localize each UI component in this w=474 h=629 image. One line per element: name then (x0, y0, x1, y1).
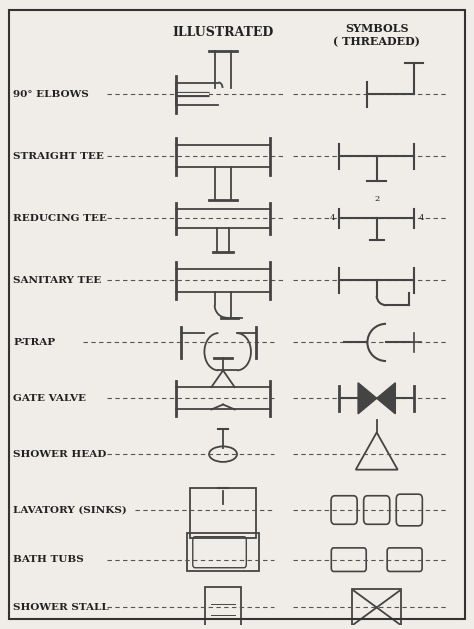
Text: STRAIGHT TEE: STRAIGHT TEE (13, 152, 104, 161)
Text: SHOWER HEAD: SHOWER HEAD (13, 450, 107, 459)
Text: 90° ELBOWS: 90° ELBOWS (13, 90, 89, 99)
Text: 4: 4 (419, 214, 424, 222)
Text: ILLUSTRATED: ILLUSTRATED (173, 26, 273, 38)
Text: LAVATORY (SINKS): LAVATORY (SINKS) (13, 506, 127, 515)
Text: 2: 2 (374, 195, 379, 203)
Text: REDUCING TEE: REDUCING TEE (13, 214, 107, 223)
Text: SANITARY TEE: SANITARY TEE (13, 276, 102, 285)
Polygon shape (358, 383, 377, 414)
Text: GATE VALVE: GATE VALVE (13, 394, 86, 403)
Text: BATH TUBS: BATH TUBS (13, 555, 84, 564)
Polygon shape (377, 383, 395, 414)
Text: SHOWER STALL: SHOWER STALL (13, 603, 109, 612)
Text: SYMBOLS
( THREADED): SYMBOLS ( THREADED) (333, 23, 420, 48)
Text: 4: 4 (329, 214, 335, 222)
Text: P-TRAP: P-TRAP (13, 338, 55, 347)
